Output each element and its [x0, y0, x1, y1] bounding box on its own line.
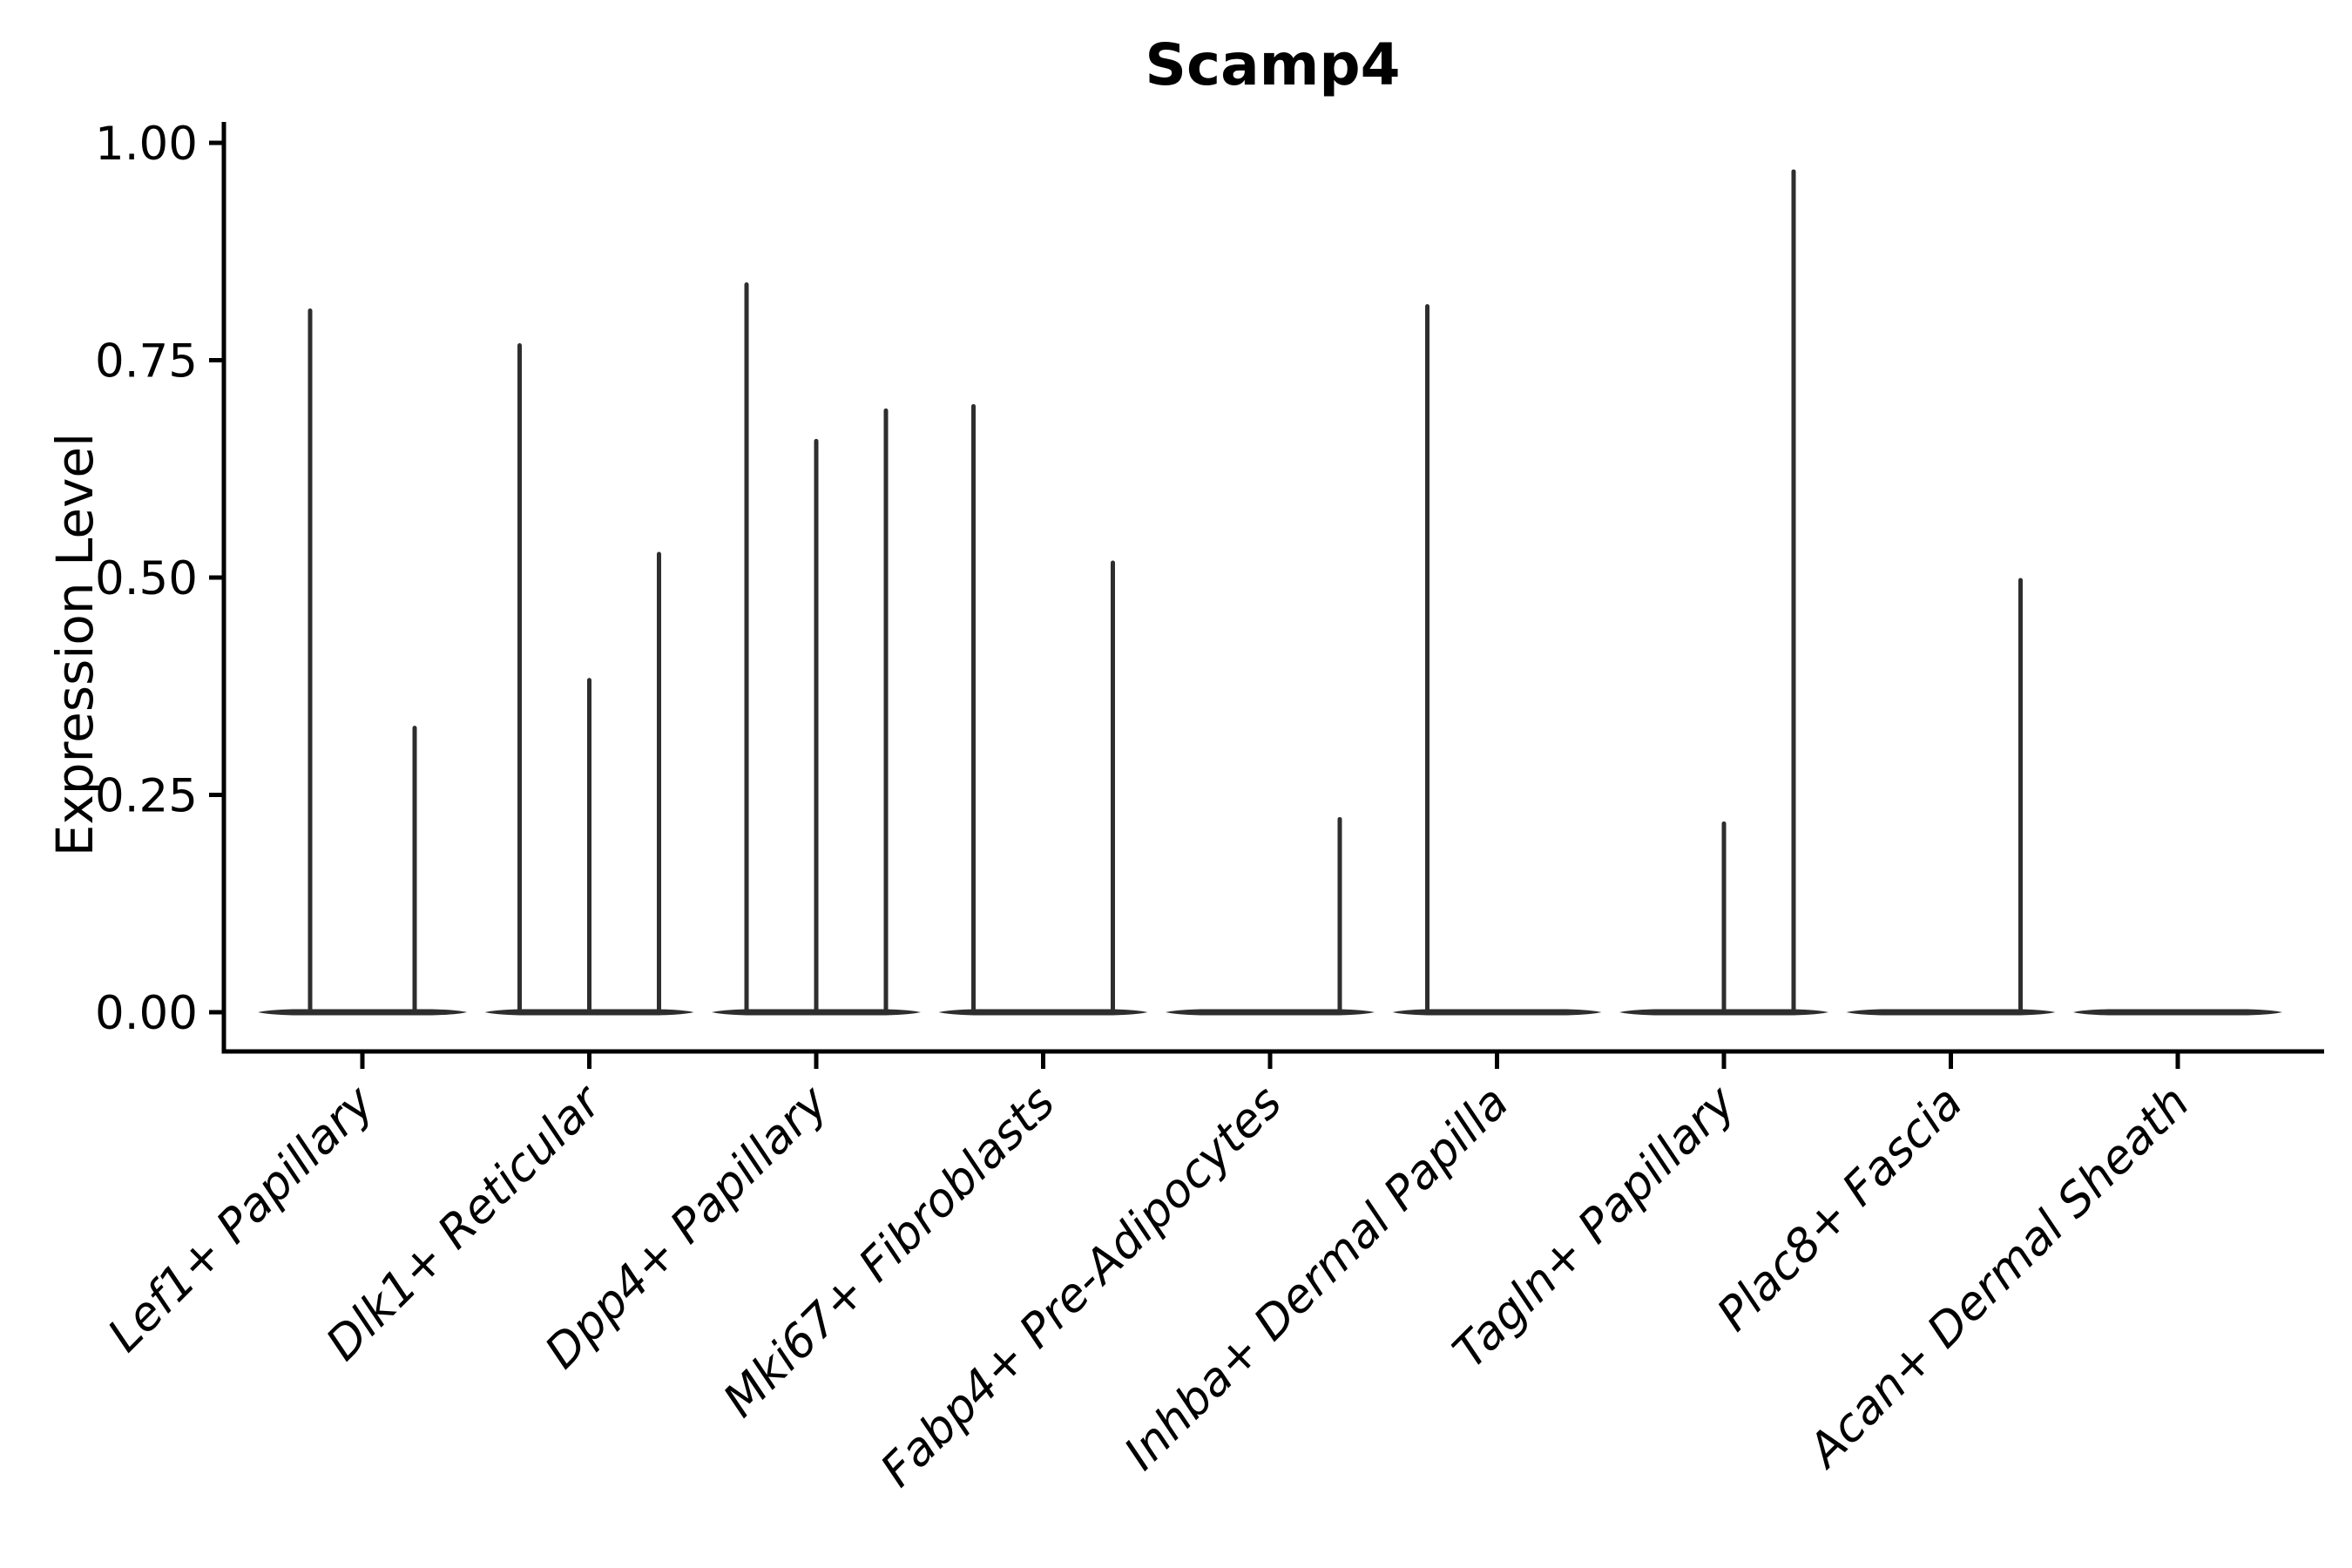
chart-title: Scamp4	[1145, 31, 1400, 98]
y-tick-label: 1.00	[95, 118, 198, 171]
y-tick-label: 0.75	[95, 335, 198, 389]
violin-base	[1846, 1009, 2056, 1016]
y-tick-label: 0.25	[95, 770, 198, 823]
y-tick-label: 0.00	[95, 987, 198, 1040]
y-tick-label: 0.50	[95, 552, 198, 605]
violin-base	[1392, 1009, 1602, 1016]
violin-base	[938, 1009, 1148, 1016]
x-tick-label: Fabp4+ Pre-Adipocytes	[871, 1076, 1293, 1497]
y-axis-ticks: 0.00 0.25 0.50 0.75 1.00	[95, 118, 224, 1040]
violin-base	[258, 1009, 467, 1016]
x-tick-label: Acan+ Dermal Sheath	[1797, 1076, 2200, 1479]
violin-base	[1166, 1009, 1375, 1016]
axes	[221, 122, 2324, 1054]
y-axis-label: Expression Level	[45, 433, 105, 856]
violin-base	[2073, 1009, 2282, 1016]
x-tick-label: Inhba+ Dermal Papilla	[1114, 1076, 1518, 1480]
x-tick-label: Plac8+ Fascia	[1707, 1076, 1973, 1342]
violins	[258, 169, 2282, 1016]
